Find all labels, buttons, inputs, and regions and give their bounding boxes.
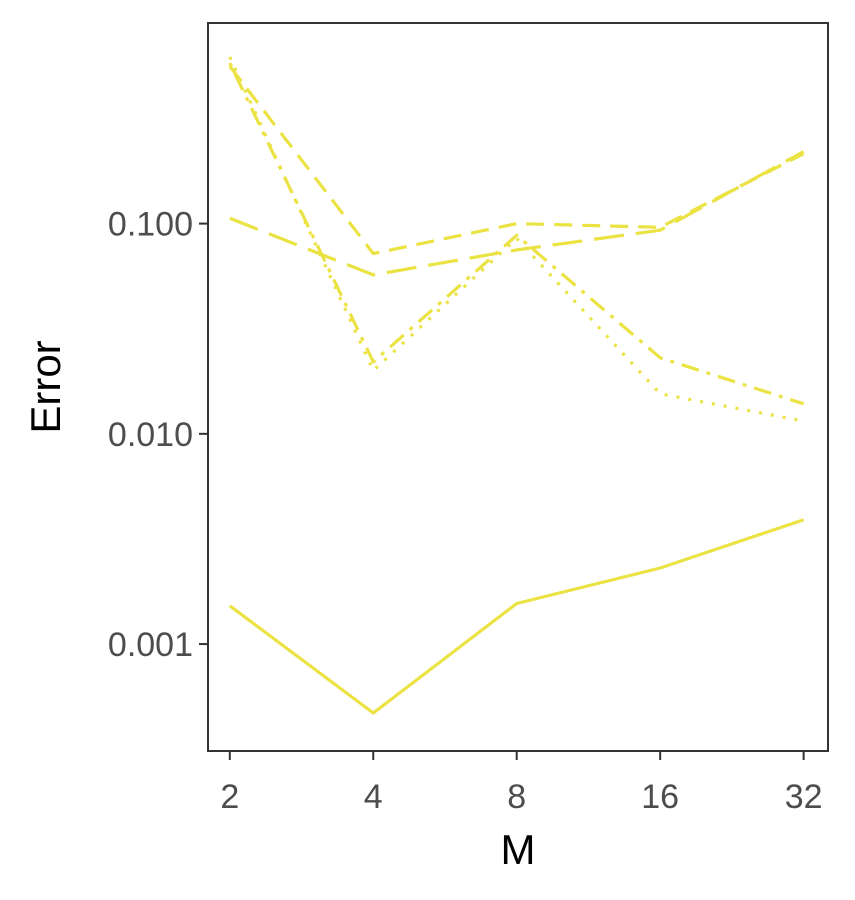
series-layer [228,56,805,715]
x-tick-label: 32 [785,778,823,816]
y-axis: 0.001 0.010 0.100 [108,206,208,664]
x-axis: 2 4 8 16 32 [220,751,823,816]
series-line-1 [228,518,805,715]
series-line-2 [229,150,805,277]
x-tick-label: 8 [507,778,526,816]
panel-border [207,22,829,752]
x-tick-label: 16 [641,778,679,816]
x-tick-label: 4 [364,778,383,816]
y-tick-label: 0.010 [108,416,193,454]
panel-background [208,23,828,751]
series-line-4 [228,62,805,406]
series-line-3 [228,65,805,256]
y-axis-title: Error [22,340,69,433]
x-axis-title: M [501,826,536,873]
x-tick-label: 2 [220,778,239,816]
y-tick-label: 0.100 [108,206,193,244]
y-tick-label: 0.001 [108,626,193,664]
series-line-5 [228,56,804,423]
